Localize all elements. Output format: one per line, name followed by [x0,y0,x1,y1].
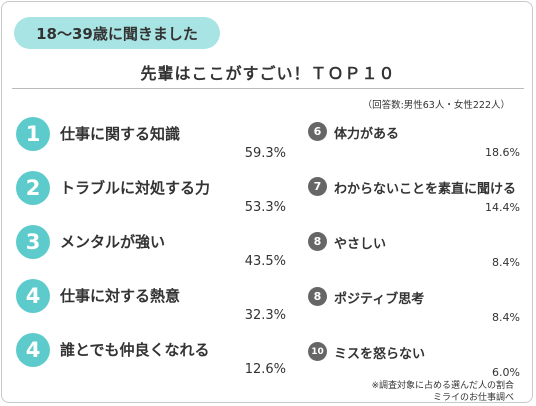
rank-badge: 10 [308,342,327,361]
rank-label: 仕事に対する熱意 [60,287,181,305]
rank-value: 8.4% [492,256,520,269]
rank-badge: 8 [308,232,327,251]
rank-value: 53.3% [244,200,286,215]
rank-value: 14.4% [485,201,520,214]
rank-item-8a: 8 やさしい 8.4% [308,232,520,270]
rank-item-8b: 8 ポジティブ思考 8.4% [308,287,520,325]
rank-value: 8.4% [492,311,520,324]
rank-value: 12.6% [244,362,286,377]
rank-label: メンタルが強い [60,233,166,251]
rank-value: 6.0% [492,366,520,379]
rank-label: 仕事に関する知識 [60,125,181,143]
rank-badge: 2 [16,171,50,205]
survey-badge: 18〜39歳に聞きました [14,17,220,49]
rank-item-2: 2 トラブルに対処する力 53.3% [16,171,286,216]
rank-label: やさしい [334,237,387,252]
rank-badge: 1 [16,117,50,151]
rank-value: 43.5% [244,254,286,269]
rank-item-1: 1 仕事に関する知識 59.3% [16,117,286,162]
rank-badge: 4 [16,279,50,313]
rank-item-6: 6 体力がある 18.6% [308,122,520,160]
rank-value: 18.6% [485,146,520,159]
rank-label: 体力がある [334,127,400,142]
source-credit: ミライのお仕事調べ [432,393,514,403]
rank-label: ミスを怒らない [334,347,426,362]
rank-badge: 3 [16,225,50,259]
rank-item-3: 3 メンタルが強い 43.5% [16,225,286,270]
respondents-note: （回答数:男性63人・女性222人） [362,100,510,111]
rank-item-4a: 4 仕事に対する熱意 32.3% [16,279,286,324]
rank-item-4b: 4 誰とでも仲良くなれる 12.6% [16,333,286,378]
chart-title: 先輩はここがすごい！ＴＯＰ１０ [140,64,396,83]
rank-badge: 7 [308,177,327,196]
rank-badge: 8 [308,287,327,306]
rank-value: 32.3% [244,308,286,323]
footnote: ※調査対象に占める選んだ人の割合 [371,381,514,391]
rank-item-7: 7 わからないことを素直に聞ける 14.4% [308,177,520,215]
rank-label: 誰とでも仲良くなれる [60,341,210,359]
title-divider [12,88,524,89]
rank-label: トラブルに対処する力 [60,179,211,197]
rank-value: 59.3% [244,146,286,161]
rank-badge: 4 [16,333,50,367]
rank-label: ポジティブ思考 [334,292,425,307]
rank-badge: 6 [308,122,327,141]
rank-item-10: 10 ミスを怒らない 6.0% [308,342,520,380]
rank-label: わからないことを素直に聞ける [334,182,517,197]
